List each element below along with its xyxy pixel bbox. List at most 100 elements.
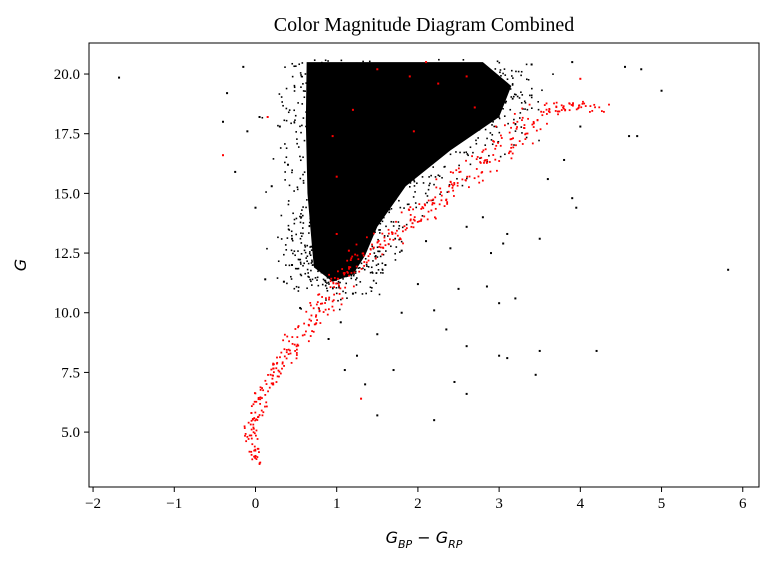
red-star-point <box>257 396 260 399</box>
star-point <box>453 380 456 383</box>
star-point <box>320 102 323 105</box>
star-point <box>303 262 305 265</box>
star-point <box>487 94 489 97</box>
star-point <box>495 107 498 109</box>
star-point <box>492 114 495 117</box>
star-point <box>387 174 390 177</box>
red-star-point <box>453 195 455 197</box>
red-star-point <box>416 221 419 223</box>
red-star-point <box>307 323 310 326</box>
red-star-point <box>327 308 330 311</box>
star-point <box>422 145 425 148</box>
star-point <box>496 60 499 63</box>
star-point <box>346 258 349 260</box>
star-point <box>465 345 468 348</box>
star-point <box>242 65 245 68</box>
red-star-point <box>581 102 584 105</box>
star-point <box>345 282 348 285</box>
red-star-point <box>290 361 293 364</box>
star-point <box>525 136 528 139</box>
red-star-point <box>287 348 290 351</box>
star-point <box>437 174 440 177</box>
red-star-point <box>496 169 498 172</box>
red-star-point <box>353 271 356 274</box>
star-point <box>514 123 517 125</box>
star-point <box>307 72 310 74</box>
red-star-point <box>389 238 391 241</box>
red-star-point <box>584 105 587 107</box>
star-point <box>453 102 456 104</box>
star-point <box>333 196 335 198</box>
star-point <box>330 149 333 151</box>
red-star-point <box>512 146 515 149</box>
star-point <box>526 108 529 111</box>
red-star-point <box>255 418 258 421</box>
star-point <box>311 144 313 147</box>
star-point <box>498 116 500 118</box>
red-star-point <box>448 185 451 188</box>
star-point <box>318 269 320 271</box>
star-point <box>538 237 541 240</box>
star-point <box>320 96 323 98</box>
star-point <box>484 128 487 131</box>
star-point <box>299 215 301 218</box>
red-star-point <box>528 103 531 106</box>
red-star-point <box>275 367 278 370</box>
star-point <box>341 267 343 269</box>
star-point <box>355 242 358 245</box>
red-star-point <box>531 123 534 126</box>
star-point <box>468 91 470 93</box>
star-point <box>360 248 362 250</box>
star-point <box>300 232 302 234</box>
star-point <box>380 194 383 196</box>
red-star-point <box>243 425 246 428</box>
red-star-point <box>314 315 317 318</box>
star-point <box>514 130 517 132</box>
star-point <box>309 251 311 253</box>
star-point <box>307 262 310 265</box>
red-star-point <box>434 217 437 220</box>
red-star-point <box>411 222 414 225</box>
star-point <box>494 117 496 120</box>
star-point <box>496 115 499 117</box>
red-star-point <box>440 191 442 194</box>
red-star-point <box>335 282 338 285</box>
red-star-point <box>270 368 273 371</box>
star-point <box>437 132 439 135</box>
star-point <box>320 142 322 144</box>
red-star-point <box>481 151 484 153</box>
star-point <box>330 273 332 275</box>
star-point <box>367 266 370 268</box>
red-star-point <box>258 462 261 465</box>
red-star-point <box>480 156 483 159</box>
red-star-point <box>545 113 548 115</box>
star-point <box>385 176 387 179</box>
star-point <box>504 101 507 104</box>
star-point <box>328 262 330 264</box>
red-star-point <box>456 184 459 187</box>
star-point <box>305 82 307 84</box>
red-star-point <box>279 372 282 375</box>
star-point <box>293 222 296 225</box>
star-point <box>498 100 501 102</box>
red-star-point <box>266 116 269 118</box>
star-point <box>354 270 357 273</box>
star-point <box>308 221 311 224</box>
star-point <box>546 178 549 181</box>
red-star-point <box>532 122 535 125</box>
red-star-point <box>291 342 294 345</box>
star-point <box>321 260 324 263</box>
star-point <box>291 75 294 78</box>
star-point <box>392 221 395 223</box>
red-star-point <box>525 132 528 135</box>
star-point <box>401 226 404 229</box>
red-star-point <box>254 449 257 452</box>
star-point <box>432 166 435 168</box>
red-star-point <box>510 126 512 129</box>
red-star-point <box>346 259 349 262</box>
star-point <box>394 237 397 240</box>
star-point <box>399 186 402 189</box>
red-star-point <box>252 403 255 406</box>
red-star-point <box>350 257 353 260</box>
